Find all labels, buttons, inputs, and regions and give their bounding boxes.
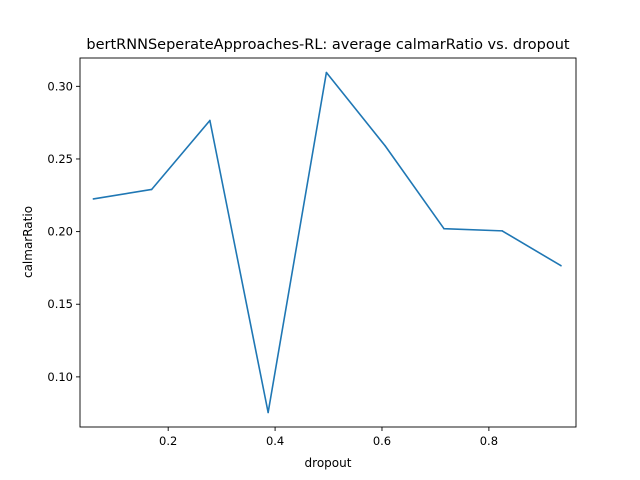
y-axis: 0.10 0.15 0.20 0.25 0.30 xyxy=(47,79,80,384)
chart-title: bertRNNSeperateApproaches-RL: average ca… xyxy=(86,37,569,53)
x-axis: 0.2 0.4 0.6 0.8 xyxy=(159,427,498,448)
data-point xyxy=(209,119,211,122)
x-tick-label: 0.4 xyxy=(266,434,284,448)
x-tick-label: 0.2 xyxy=(159,434,177,448)
plot-frame xyxy=(79,57,577,428)
data-point xyxy=(267,411,269,414)
y-tick-label: 0.25 xyxy=(47,152,73,166)
data-point xyxy=(150,188,153,191)
plot-area xyxy=(79,57,577,428)
data-point xyxy=(384,145,386,147)
data-point xyxy=(501,230,504,232)
x-tick-label: 0.8 xyxy=(480,434,498,448)
data-point xyxy=(443,227,445,230)
y-axis-label: calmarRatio xyxy=(21,206,35,278)
data-point xyxy=(560,264,562,267)
x-tick-label: 0.6 xyxy=(373,434,391,448)
series-layer xyxy=(92,71,562,414)
data-point xyxy=(325,71,328,74)
y-tick-label: 0.30 xyxy=(47,79,73,93)
y-tick-label: 0.15 xyxy=(47,297,73,311)
x-axis-label: dropout xyxy=(305,456,352,470)
y-tick-label: 0.10 xyxy=(47,370,73,384)
data-point xyxy=(92,198,95,200)
y-tick-label: 0.20 xyxy=(47,225,73,239)
series-line xyxy=(93,71,562,414)
